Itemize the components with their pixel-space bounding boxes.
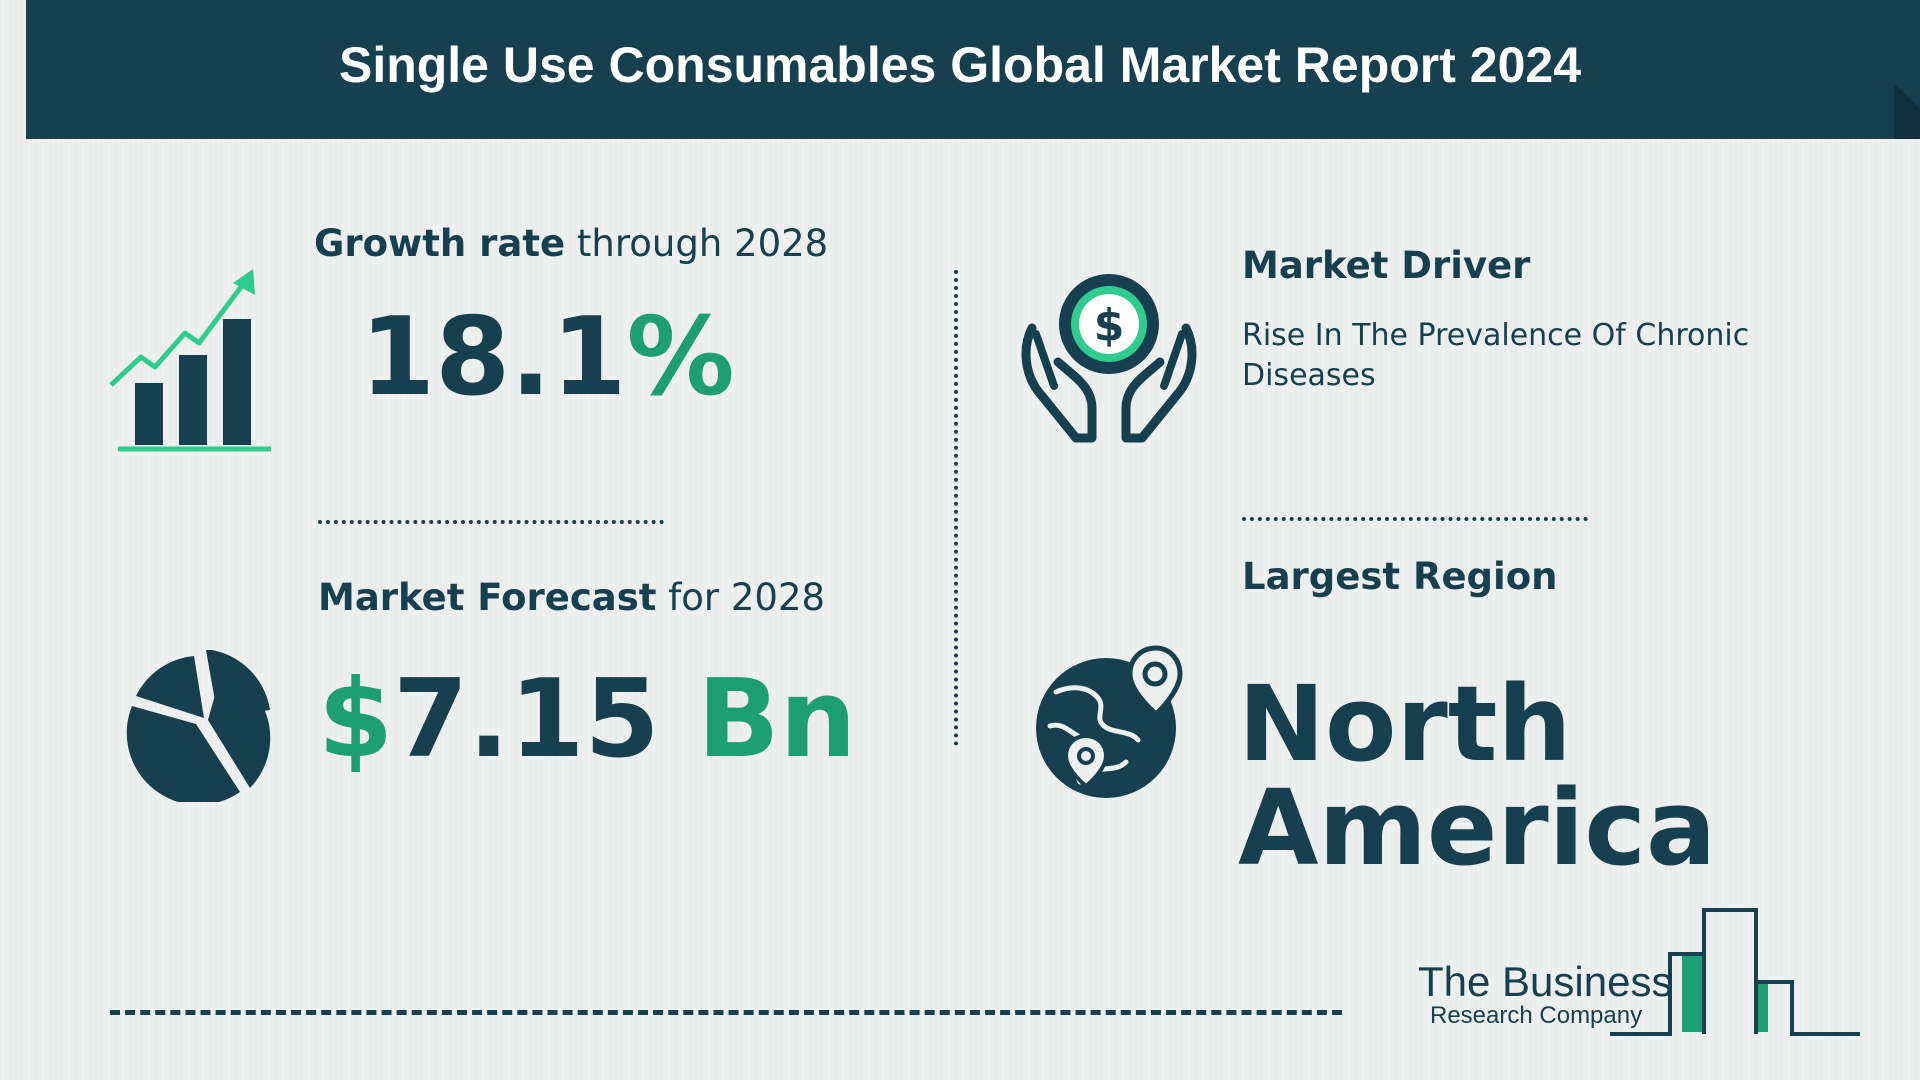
largest-region-line1: North xyxy=(1238,663,1572,785)
market-driver-title: Market Driver xyxy=(1242,244,1531,287)
market-forecast-unit: Bn xyxy=(659,657,857,782)
logo-text-line2: Research Company xyxy=(1430,1002,1643,1029)
growth-rate-label: Growth rate through 2028 xyxy=(314,222,828,265)
growth-divider xyxy=(318,520,664,524)
vertical-divider xyxy=(954,270,958,746)
market-forecast-currency: $ xyxy=(318,657,394,782)
globe-location-pin-icon xyxy=(1036,645,1183,798)
market-forecast-label: Market Forecast for 2028 xyxy=(318,576,825,619)
growth-rate-number: 18.1 xyxy=(360,295,627,420)
market-forecast-label-rest: for 2028 xyxy=(656,576,826,619)
market-forecast-label-bold: Market Forecast xyxy=(318,576,657,619)
largest-region-line2: America xyxy=(1238,767,1717,889)
company-logo-bars-icon xyxy=(1610,908,1860,1036)
growth-bar-chart-icon xyxy=(109,269,271,452)
market-forecast-value: $7.15 Bn xyxy=(318,660,856,780)
pie-chart-icon xyxy=(126,650,271,802)
growth-rate-value: 18.1% xyxy=(360,300,735,415)
market-forecast-number: 7.15 xyxy=(393,657,660,782)
market-driver-text: Rise In The Prevalence Of Chronic Diseas… xyxy=(1242,318,1750,393)
page-title: Single Use Consumables Global Market Rep… xyxy=(338,37,1582,93)
growth-rate-label-rest: through 2028 xyxy=(565,222,829,265)
header-bar xyxy=(26,0,1920,139)
svg-text:$: $ xyxy=(1094,300,1125,351)
driver-divider xyxy=(1242,517,1588,521)
logo-text-line1: The Business xyxy=(1418,958,1673,1005)
largest-region-title: Largest Region xyxy=(1242,555,1558,598)
bottom-dashed-divider xyxy=(110,1010,1342,1015)
growth-rate-percent: % xyxy=(626,295,735,420)
growth-rate-label-bold: Growth rate xyxy=(314,222,566,265)
hands-holding-dollar-icon: $ xyxy=(1021,274,1197,443)
